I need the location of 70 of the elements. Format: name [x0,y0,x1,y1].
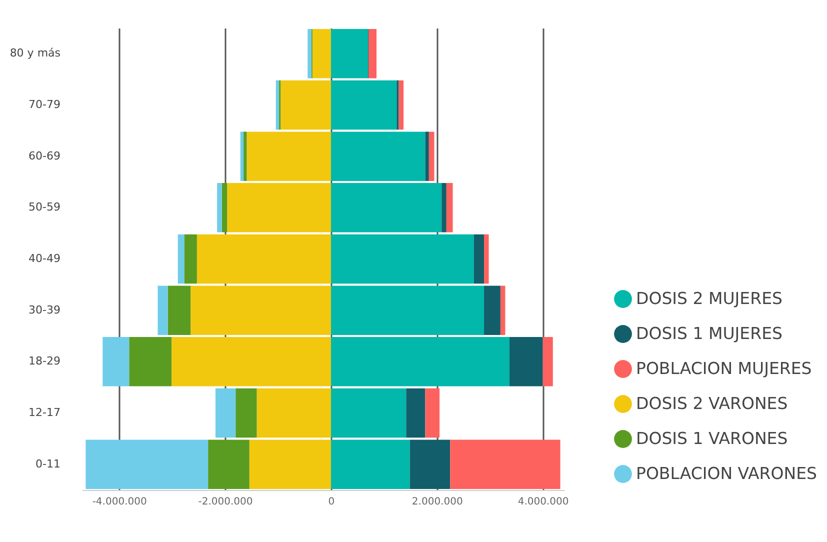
bar [330,440,410,489]
bar [158,286,168,335]
bar [280,80,331,130]
y-tick-label: 12-17 [28,406,60,419]
bar [172,337,331,386]
y-tick-label: 60-69 [28,149,60,162]
y-tick-label: 40-49 [28,252,60,265]
x-tick-label: -4.000.000 [92,496,147,508]
bar [184,234,197,284]
bar [425,132,429,181]
bar [222,183,228,232]
bar [474,234,484,284]
bar [368,29,376,78]
bar [330,286,484,335]
bar [129,337,172,386]
bar [330,234,474,284]
bar [442,183,446,232]
bar [398,80,404,130]
bar [542,337,553,386]
y-tick-label: 30-39 [28,303,60,316]
y-tick-label: 70-79 [28,98,60,111]
x-tick-label: 2.000.000 [412,496,463,508]
bar [256,388,331,438]
y-tick-label: 18-29 [28,354,60,368]
bar [276,80,280,130]
x-tick-label: 4.000.000 [518,496,569,508]
y-tick-label: 50-59 [28,200,60,214]
bar [240,132,244,181]
bar [246,132,331,181]
bar [312,29,331,78]
bar [330,388,406,438]
legend-label: DOSIS 2 VARONES [636,394,788,413]
bar [308,29,312,78]
bar [410,440,450,489]
bar [249,440,331,489]
y-tick-label: 0-11 [36,457,60,470]
bar [330,337,510,386]
y-tick-label: 80 y más [10,46,61,60]
bar [236,388,257,438]
bar [428,132,434,181]
x-tick-label: 0 [328,496,335,508]
bar [227,183,331,232]
bar [102,337,130,386]
legend-label: POBLACION VARONES [636,464,818,483]
bar [244,132,247,181]
bar [406,388,426,438]
bar [446,183,453,232]
bar [450,440,560,489]
legend-label: POBLACION MUJERES [636,359,812,378]
legend-label: DOSIS 2 MUJERES [636,289,782,308]
x-tick-label: -2.000.000 [198,496,253,508]
bar [330,132,426,181]
bar [509,337,543,386]
bar [484,286,500,335]
bar [330,29,368,78]
bar [190,286,331,335]
bar [196,234,331,284]
bar [500,286,506,335]
bar [215,388,236,438]
bar [208,440,250,489]
legend-label: DOSIS 1 MUJERES [636,324,782,343]
bar [484,234,489,284]
bar [86,440,208,489]
bar [330,80,397,130]
bar [178,234,184,284]
bar [217,183,222,232]
bar [425,388,440,438]
legend-label: DOSIS 1 VARONES [636,429,788,448]
bar [330,183,442,232]
bar [168,286,191,335]
